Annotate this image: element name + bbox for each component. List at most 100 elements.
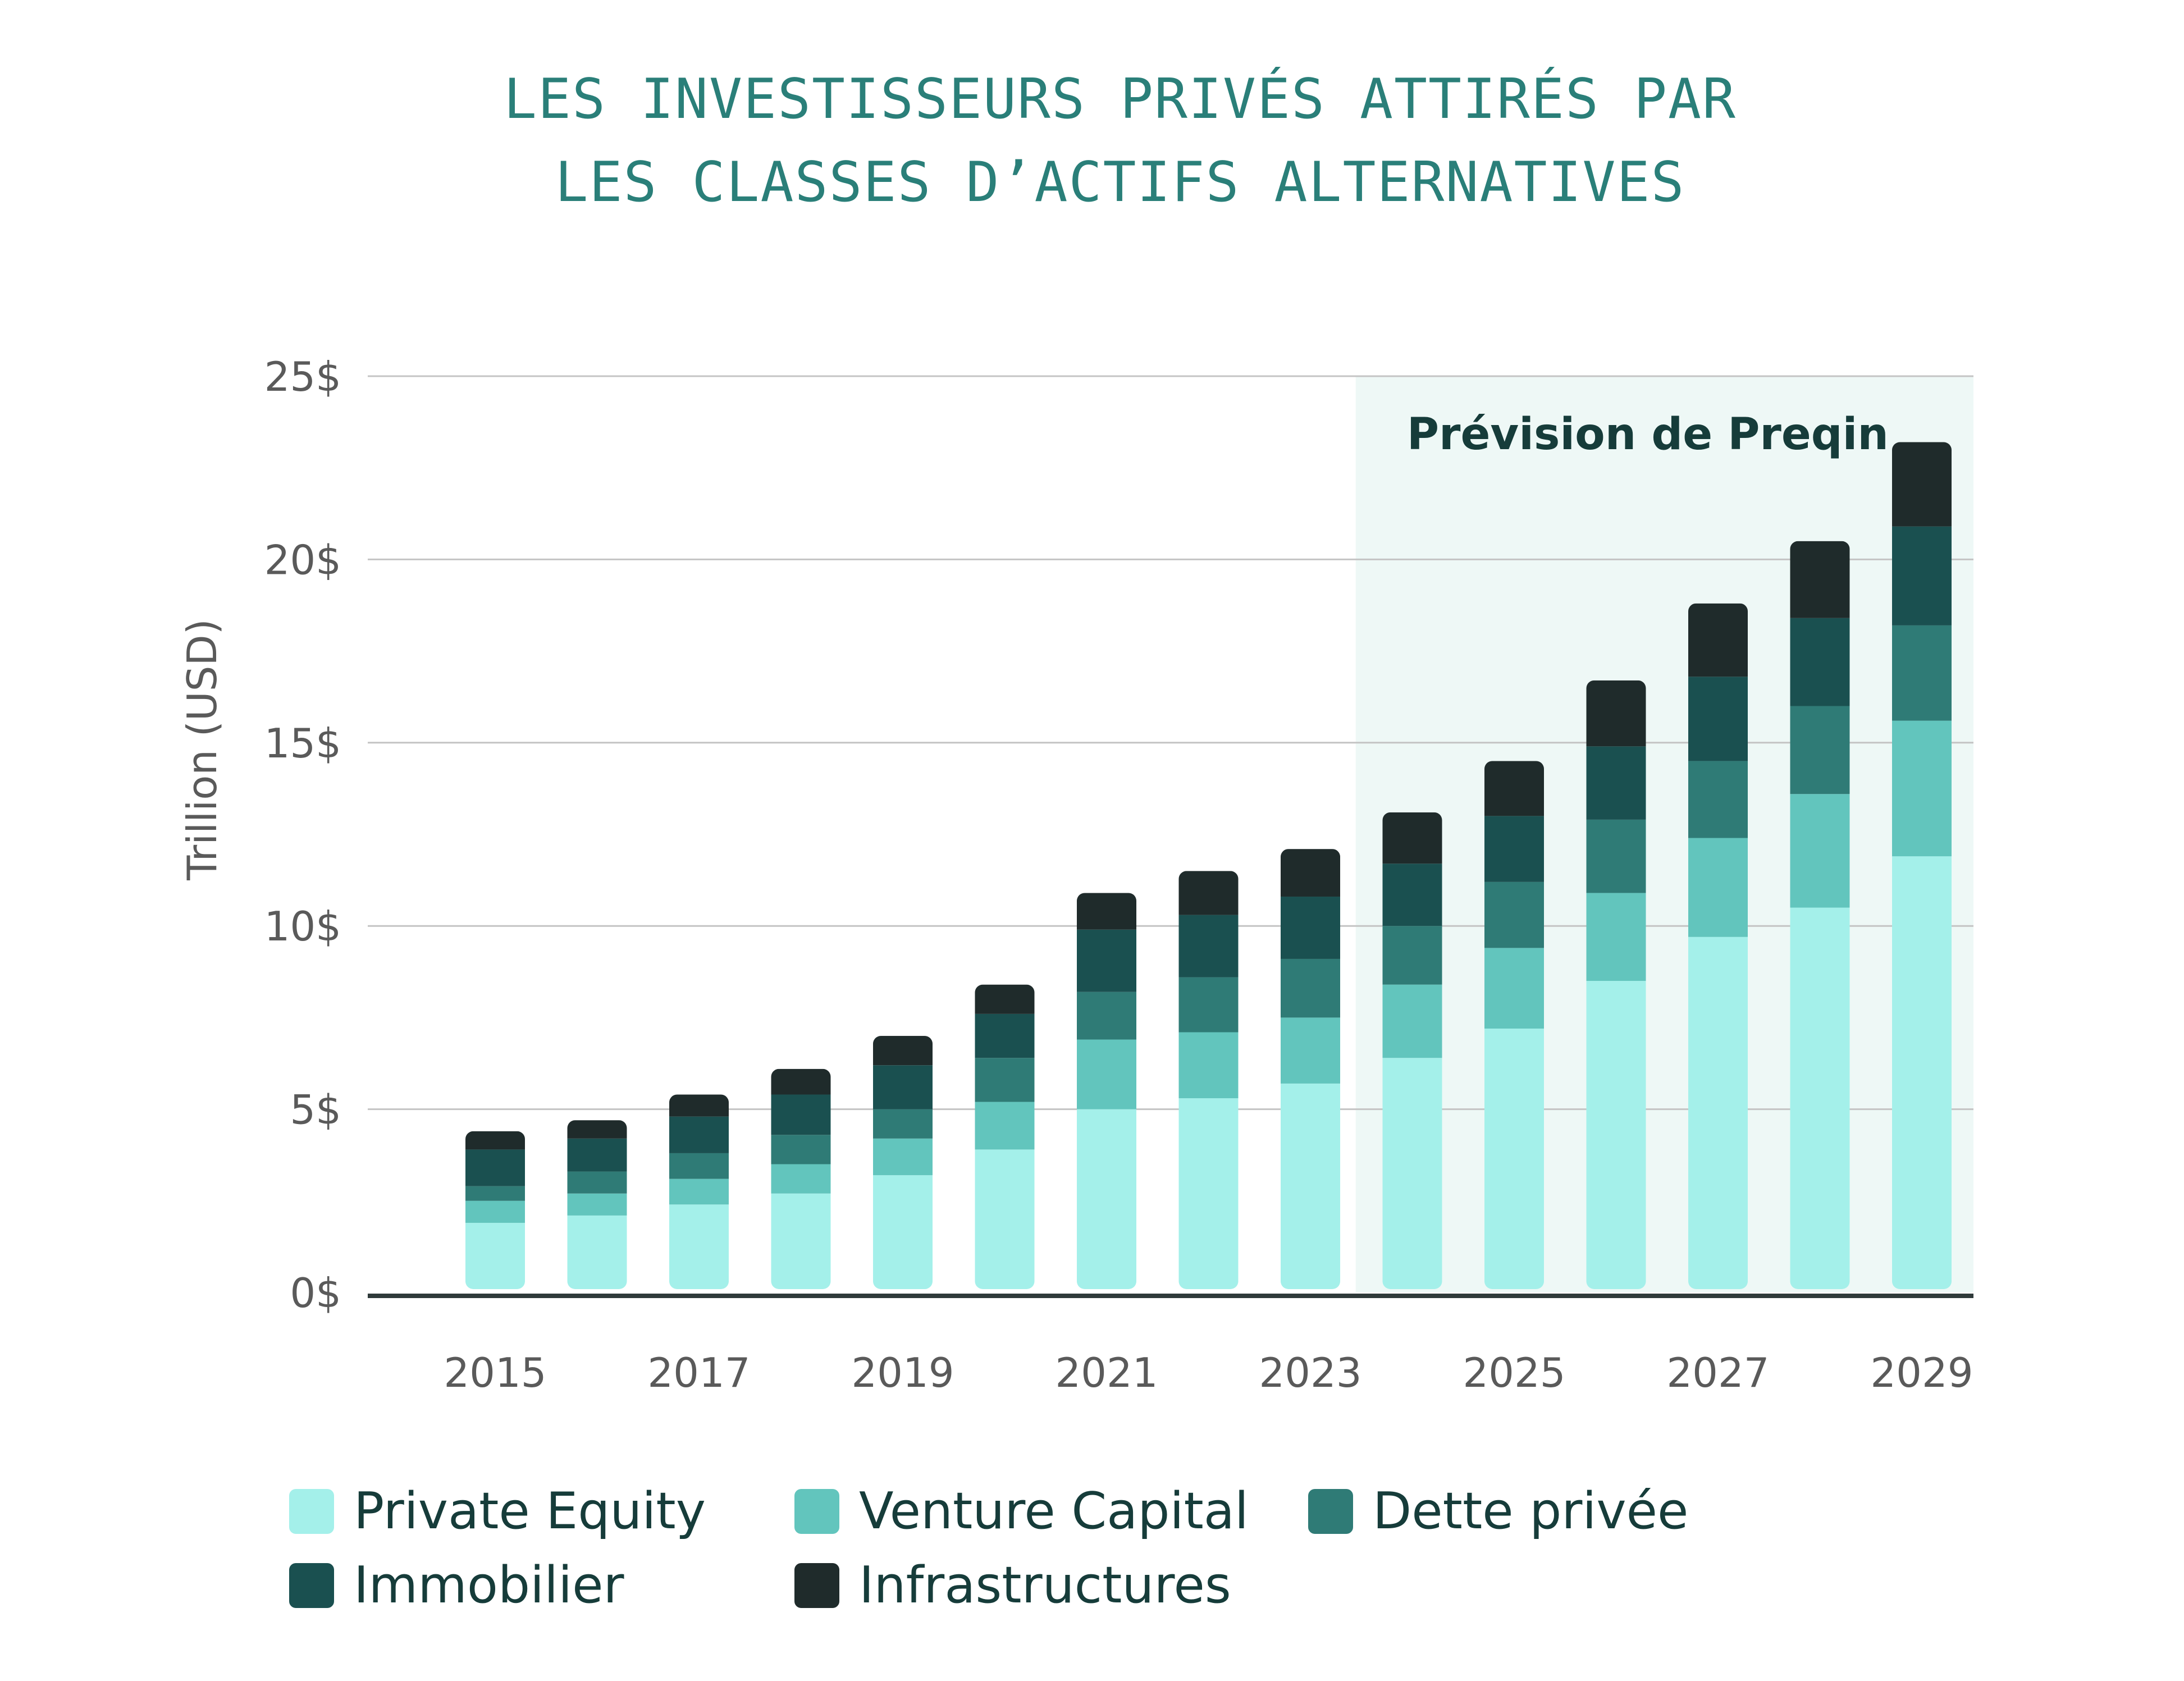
bar-segment-venture-capital xyxy=(1382,984,1442,1058)
bar-stack-2016 xyxy=(567,1120,627,1289)
forecast-region: Prévision de Preqin xyxy=(1355,376,1973,1292)
bar-stack-2015 xyxy=(465,1131,525,1289)
legend-item: Infrastructures xyxy=(794,1556,1231,1615)
bar-segment-venture-capital xyxy=(1790,794,1850,908)
bar-segment-private-equity xyxy=(669,1204,729,1290)
bar-segment-immobilier xyxy=(1382,864,1442,926)
bar-segment-dette-priv-e xyxy=(1178,977,1239,1033)
bar-segment-infrastructures xyxy=(771,1068,831,1095)
forecast-label: Prévision de Preqin xyxy=(1407,409,1889,460)
x-tick-label: 2015 xyxy=(444,1349,546,1396)
bar-segment-private-equity xyxy=(975,1149,1035,1289)
bar-segment-immobilier xyxy=(771,1094,831,1135)
bar-segment-infrastructures xyxy=(1178,871,1239,915)
bar-segment-infrastructures xyxy=(1484,761,1544,816)
legend-label: Immobilier xyxy=(354,1556,624,1615)
y-axis-label: Trillion (USD) xyxy=(179,619,226,881)
chart-title-line-1: LES INVESTISSEURS PRIVÉS ATTIRÉS PAR xyxy=(504,67,1737,131)
bar-segment-private-equity xyxy=(465,1222,525,1289)
axes: 2015 2017 2019 2021 2023 2025 2027 2029 xyxy=(368,1294,1973,1396)
bar-segment-infrastructures xyxy=(1281,849,1340,897)
y-tick-label: 10$ xyxy=(264,903,341,950)
bar-segment-immobilier xyxy=(975,1013,1035,1058)
x-tick-label: 2029 xyxy=(1870,1349,1973,1396)
bar-stack-2019 xyxy=(873,1036,933,1290)
legend-label: Venture Capital xyxy=(859,1482,1249,1541)
gridlines: 0$ 5$ 10$ 15$ 20$ 25$ xyxy=(264,353,1973,1317)
bar-segment-private-equity xyxy=(771,1193,831,1289)
bar-segment-private-equity xyxy=(1382,1058,1442,1290)
legend-item: Immobilier xyxy=(289,1556,624,1615)
bar-segment-venture-capital xyxy=(1281,1017,1340,1084)
bar-segment-private-equity xyxy=(1892,856,1952,1289)
bar-segment-infrastructures xyxy=(975,984,1035,1014)
bar-segment-venture-capital xyxy=(567,1193,627,1216)
bar-segment-private-equity xyxy=(873,1175,933,1290)
bar-segment-venture-capital xyxy=(1178,1032,1239,1099)
bar-segment-immobilier xyxy=(669,1116,729,1153)
bar-segment-venture-capital xyxy=(1892,720,1952,857)
bar-segment-infrastructures xyxy=(1586,680,1646,747)
bar-stack-2026 xyxy=(1586,680,1646,1289)
y-tick-label: 0$ xyxy=(290,1269,341,1317)
bar-segment-infrastructures xyxy=(567,1120,627,1139)
x-tick-label: 2023 xyxy=(1259,1349,1361,1396)
bar-segment-private-equity xyxy=(1790,907,1850,1289)
legend-swatch xyxy=(1308,1489,1353,1534)
legend: Private Equity Venture Capital Dette privé… xyxy=(289,1482,1688,1615)
bar-stack-2024 xyxy=(1382,812,1442,1290)
bar-stack-2017 xyxy=(669,1094,729,1290)
legend-swatch xyxy=(289,1563,334,1608)
bar-segment-immobilier xyxy=(1892,526,1952,625)
bar-segment-venture-capital xyxy=(465,1200,525,1223)
bar-segment-immobilier xyxy=(465,1149,525,1186)
bar-stack-2021 xyxy=(1077,893,1136,1289)
bar-segment-private-equity xyxy=(567,1215,627,1289)
bar-segment-private-equity xyxy=(1586,981,1646,1289)
bars xyxy=(465,442,1952,1290)
legend-swatch xyxy=(794,1563,839,1608)
bar-segment-immobilier xyxy=(1586,746,1646,820)
bar-segment-immobilier xyxy=(1178,915,1239,977)
bar-segment-venture-capital xyxy=(873,1138,933,1176)
bar-segment-venture-capital xyxy=(1077,1039,1136,1109)
bar-segment-infrastructures xyxy=(1077,893,1136,930)
forecast-shading xyxy=(1355,376,1973,1292)
bar-segment-immobilier xyxy=(1281,896,1340,959)
bar-segment-infrastructures xyxy=(1790,541,1850,618)
bar-segment-venture-capital xyxy=(975,1102,1035,1150)
bar-segment-dette-priv-e xyxy=(771,1135,831,1164)
bar-segment-infrastructures xyxy=(1382,812,1442,864)
x-tick-label: 2021 xyxy=(1055,1349,1158,1396)
bar-segment-dette-priv-e xyxy=(1586,819,1646,893)
bar-segment-venture-capital xyxy=(1586,893,1646,981)
bar-segment-dette-priv-e xyxy=(1688,761,1748,838)
x-tick-label: 2025 xyxy=(1463,1349,1565,1396)
bar-segment-venture-capital xyxy=(669,1178,729,1205)
bar-stack-2029 xyxy=(1892,442,1952,1289)
bar-stack-2027 xyxy=(1688,603,1748,1289)
legend-swatch xyxy=(289,1489,334,1534)
bar-segment-dette-priv-e xyxy=(1892,625,1952,721)
bar-segment-private-equity xyxy=(1688,937,1748,1289)
bar-stack-2022 xyxy=(1178,871,1239,1289)
y-tick-label: 25$ xyxy=(264,353,341,400)
legend-item: Private Equity xyxy=(289,1482,706,1541)
bar-segment-immobilier xyxy=(1790,618,1850,706)
bar-segment-dette-priv-e xyxy=(975,1058,1035,1102)
legend-swatch xyxy=(794,1489,839,1534)
bar-segment-dette-priv-e xyxy=(669,1153,729,1179)
bar-segment-dette-priv-e xyxy=(873,1109,933,1139)
bar-segment-infrastructures xyxy=(669,1094,729,1117)
bar-segment-dette-priv-e xyxy=(1281,958,1340,1018)
bar-segment-dette-priv-e xyxy=(567,1171,627,1194)
x-tick-label: 2017 xyxy=(647,1349,750,1396)
bar-stack-2023 xyxy=(1281,849,1340,1290)
legend-item: Venture Capital xyxy=(794,1482,1249,1541)
x-tick-label: 2019 xyxy=(851,1349,954,1396)
y-tick-label: 5$ xyxy=(290,1086,341,1134)
bar-segment-immobilier xyxy=(567,1138,627,1172)
bar-segment-infrastructures xyxy=(1892,442,1952,527)
bar-segment-immobilier xyxy=(1688,677,1748,761)
